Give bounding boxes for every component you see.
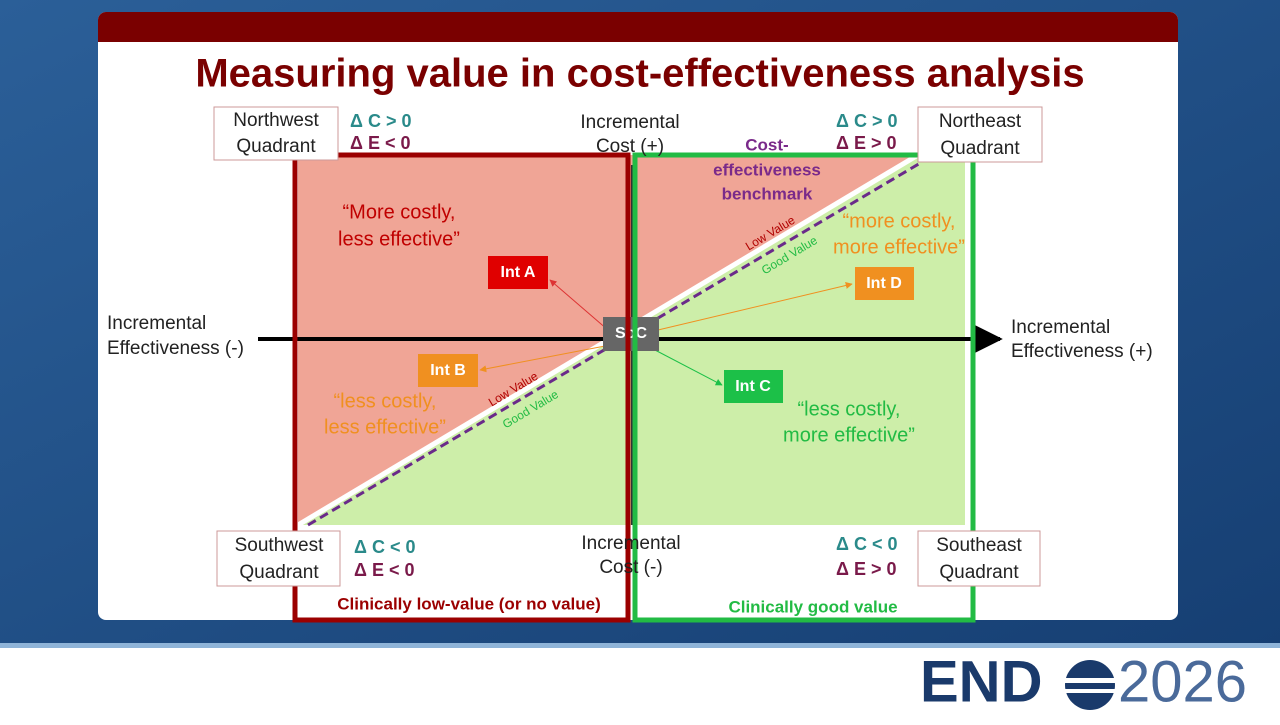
quadrant-desc: more effective”	[833, 236, 965, 258]
axis-label: Incremental	[1011, 317, 1110, 338]
delta: Δ C < 0	[354, 537, 415, 557]
benchmark-label: effectiveness	[713, 160, 821, 179]
quadrant-desc: more effective”	[783, 424, 915, 446]
quadrant-label: Quadrant	[939, 562, 1019, 583]
int-box	[724, 370, 783, 403]
axis-label: Incremental	[581, 533, 680, 554]
quadrant-desc: less effective”	[338, 228, 460, 250]
quadrant-label: Quadrant	[239, 562, 319, 583]
delta: Δ C < 0	[836, 534, 897, 554]
benchmark-label: benchmark	[722, 184, 813, 203]
zone-label: Clinically good value	[728, 597, 897, 616]
quadrant-box	[213, 106, 339, 161]
quadrant-desc: “less costly,	[798, 398, 901, 420]
arrow	[549, 279, 609, 331]
axis-label: Cost (+)	[596, 136, 664, 157]
quadrant-label: Quadrant	[940, 138, 1020, 159]
delta: Δ C > 0	[350, 111, 411, 131]
quadrant-label: Northwest	[233, 110, 319, 131]
arrows	[479, 279, 853, 386]
globe	[1065, 660, 1115, 710]
arrow	[479, 345, 606, 373]
good-value-frame	[632, 152, 976, 623]
soc-box	[603, 317, 659, 351]
int-label: Int C	[735, 378, 771, 395]
int-box	[418, 354, 478, 387]
quadrant-desc: less effective”	[324, 416, 446, 438]
title: Measuring value in cost-effectiveness an…	[195, 52, 1084, 96]
quadrant-label: Northeast	[939, 111, 1022, 132]
quadrant-box	[216, 530, 341, 587]
zone-label: Clinically low-value (or no value)	[337, 594, 601, 613]
globe-stripe	[1062, 678, 1120, 683]
band-line	[0, 643, 1280, 648]
logo-text: END	[920, 649, 1042, 714]
logo-text: 2026	[1118, 649, 1247, 714]
quadrant-box	[917, 106, 1043, 163]
quadrant-box	[917, 530, 1041, 587]
int-label: Int D	[866, 275, 902, 292]
quadrant-desc: “More costly,	[343, 201, 456, 223]
arrow	[654, 349, 723, 386]
axis-label: Effectiveness (+)	[1011, 341, 1153, 362]
int-box	[488, 256, 548, 289]
quadrant-label: Southwest	[235, 535, 324, 556]
quadrant-label: Southeast	[936, 535, 1022, 556]
delta: Δ E > 0	[836, 559, 896, 579]
int-label: Int B	[430, 362, 466, 379]
logo-globe	[1062, 660, 1120, 710]
axis-label: Cost (-)	[599, 557, 662, 578]
quadrant-desc: “more costly,	[843, 210, 956, 232]
globe-stripe	[1062, 689, 1120, 693]
int-box	[855, 267, 914, 300]
delta: Δ E < 0	[354, 560, 414, 580]
title-bar	[98, 12, 1178, 42]
arrow	[657, 282, 853, 331]
soc-label: SoC	[615, 325, 647, 342]
int-label: Int A	[501, 264, 536, 281]
delta: Δ C > 0	[836, 111, 897, 131]
axis-label: Incremental	[580, 112, 679, 133]
axis-label: Effectiveness (-)	[107, 338, 244, 359]
quadrant-label: Quadrant	[236, 136, 316, 157]
axis-label: Incremental	[107, 313, 206, 334]
delta: Δ E < 0	[350, 133, 410, 153]
low-value-frame	[292, 152, 631, 623]
delta: Δ E > 0	[836, 133, 896, 153]
quadrant-desc: “less costly,	[334, 390, 437, 412]
benchmark-label: Cost-	[745, 135, 788, 154]
